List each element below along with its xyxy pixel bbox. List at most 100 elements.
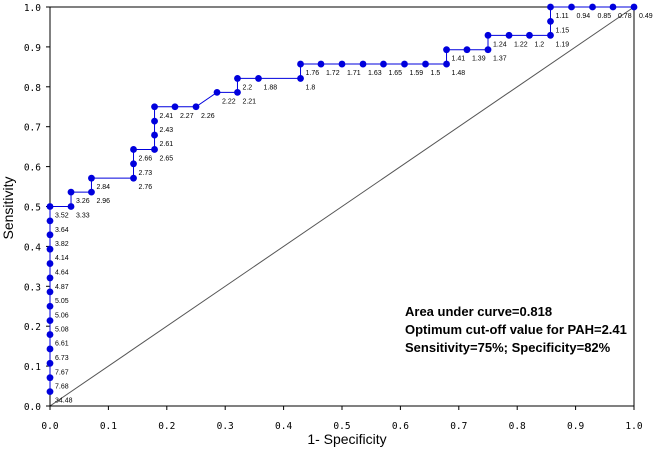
point-label: 5.05 — [55, 298, 69, 305]
point-label: 1.48 — [452, 70, 466, 77]
roc-point — [234, 75, 241, 82]
point-label: 0.94 — [577, 13, 591, 20]
y-tick-label: 1.0 — [24, 3, 41, 14]
point-label: 6.61 — [55, 341, 69, 348]
x-tick-label: 1.0 — [625, 421, 642, 432]
roc-point — [380, 60, 387, 68]
roc-point — [192, 103, 200, 111]
roc-point — [484, 31, 492, 39]
roc-point — [422, 60, 429, 68]
point-label: 4.87 — [55, 284, 69, 291]
roc-point — [359, 60, 367, 68]
point-label: 2.41 — [160, 113, 174, 120]
y-tick-label: 0.3 — [24, 282, 41, 293]
roc-point — [46, 388, 54, 396]
point-label: 0.78 — [618, 13, 632, 20]
point-label: 4.64 — [55, 270, 69, 277]
point-label: 1.19 — [555, 41, 569, 48]
y-tick-label: 0.2 — [24, 322, 41, 333]
roc-point — [46, 245, 54, 253]
point-label: 7.68 — [55, 384, 69, 391]
roc-point — [88, 188, 95, 196]
point-label: 0.49 — [639, 13, 653, 20]
roc-point — [171, 103, 179, 111]
point-label: 2.61 — [160, 141, 174, 148]
roc-point — [88, 174, 95, 182]
point-label: 2.43 — [160, 127, 174, 134]
point-label: 5.06 — [55, 312, 69, 319]
point-label: 2.65 — [160, 155, 174, 162]
reference-diagonal — [49, 6, 635, 407]
roc-point — [484, 46, 492, 54]
x-tick-label: 0.6 — [392, 421, 409, 432]
x-tick-label: 0.8 — [509, 421, 526, 432]
x-tick-label: 0.9 — [567, 421, 584, 432]
point-label: 1.63 — [368, 70, 382, 77]
point-label: 4.14 — [55, 255, 69, 262]
point-label: 5.08 — [55, 327, 69, 334]
point-label: 2.73 — [139, 170, 153, 177]
annotation-auc: Area under curve=0.818 — [405, 304, 552, 319]
point-label: 1.8 — [306, 84, 316, 91]
roc-point — [46, 374, 54, 382]
point-label: 3.82 — [55, 241, 69, 248]
roc-point — [505, 31, 513, 39]
roc-point — [589, 3, 596, 11]
point-label: 34.48 — [55, 398, 73, 405]
roc-point — [297, 75, 304, 82]
annotation-sens-spec: Sensitivity=75%; Specificity=82% — [405, 340, 611, 355]
roc-point — [46, 359, 54, 367]
roc-point — [67, 203, 75, 210]
roc-point — [463, 46, 471, 54]
roc-point — [46, 231, 54, 239]
point-label: 1.65 — [388, 70, 402, 77]
point-label: 2.84 — [96, 184, 110, 191]
point-label: 1.41 — [452, 56, 466, 63]
point-label: 2.2 — [242, 84, 252, 91]
point-label: 0.85 — [598, 13, 612, 20]
roc-point — [46, 288, 54, 296]
point-label: 3.26 — [76, 198, 90, 205]
roc-point — [151, 103, 158, 111]
roc-point — [401, 60, 408, 68]
roc-point — [630, 3, 638, 11]
x-tick-label: 0.5 — [333, 421, 350, 432]
roc-point — [67, 188, 75, 196]
x-tick-label: 0.7 — [450, 421, 467, 432]
y-axis-title: Sensitivity — [0, 176, 16, 239]
annotation-cutoff: Optimum cut-off value for PAH=2.41 — [405, 322, 627, 337]
point-label: 1.39 — [472, 56, 486, 63]
point-label: 3.52 — [55, 213, 69, 220]
x-tick-label: 0.0 — [41, 421, 58, 432]
roc-point — [443, 46, 450, 54]
roc-point — [46, 345, 54, 353]
roc-point — [46, 302, 54, 310]
roc-point — [547, 3, 554, 11]
roc-point — [213, 88, 221, 96]
roc-point — [234, 88, 241, 96]
y-tick-label: 0.7 — [24, 123, 41, 134]
roc-point — [255, 75, 262, 82]
point-label: 6.73 — [55, 355, 69, 362]
point-label: 1.72 — [326, 70, 340, 77]
point-label: 1.76 — [306, 70, 320, 77]
y-tick-label: 0.5 — [24, 203, 41, 214]
roc-point — [547, 17, 554, 25]
point-label: 3.64 — [55, 227, 69, 234]
point-label: 1.88 — [263, 84, 277, 91]
roc-point — [46, 203, 54, 210]
point-label: 2.27 — [180, 113, 194, 120]
y-tick-label: 0.0 — [24, 402, 41, 413]
y-tick-label: 0.8 — [24, 83, 41, 94]
roc-point — [46, 331, 54, 338]
roc-point — [526, 31, 533, 39]
roc-point — [130, 160, 137, 168]
roc-point — [130, 146, 137, 153]
roc-point — [609, 3, 617, 11]
point-label: 1.15 — [555, 27, 569, 34]
x-tick-label: 0.4 — [275, 421, 292, 432]
y-tick-label: 0.9 — [24, 43, 41, 54]
point-label: 7.67 — [55, 369, 69, 376]
point-label: 2.22 — [222, 98, 236, 105]
point-label: 1.24 — [493, 41, 507, 48]
